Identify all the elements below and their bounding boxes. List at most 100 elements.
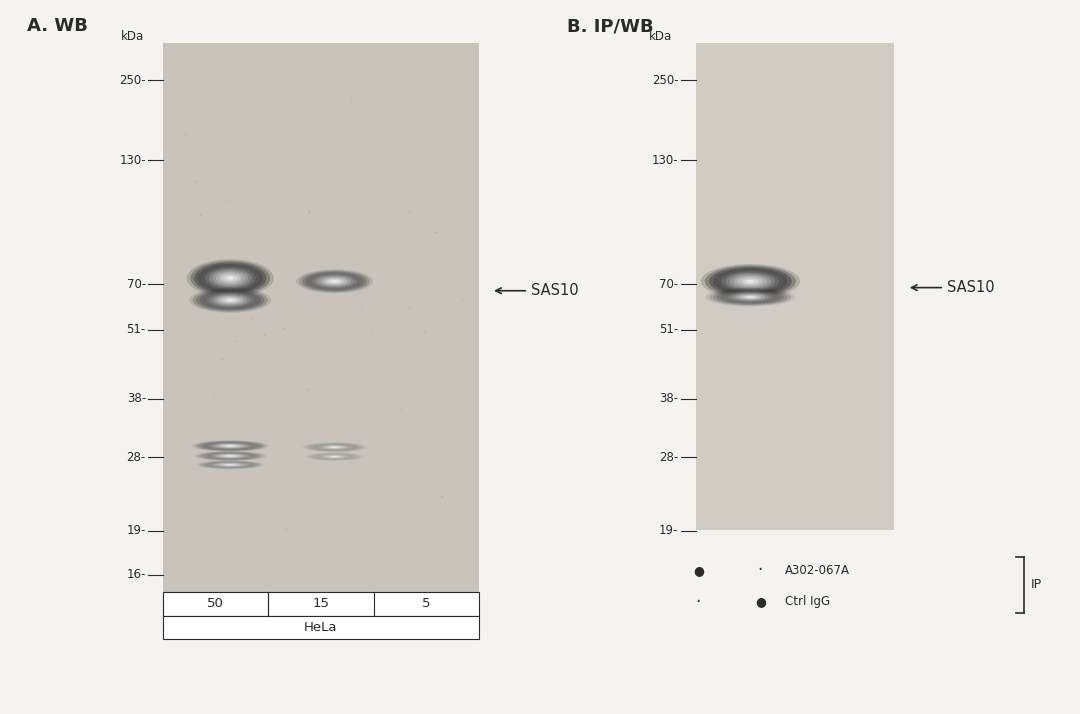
Text: 15: 15 [312,597,329,610]
Ellipse shape [312,453,357,460]
Text: 51-: 51- [126,323,146,336]
Ellipse shape [216,463,244,467]
Text: 19-: 19- [659,524,678,537]
Text: HeLa: HeLa [305,621,338,634]
Ellipse shape [738,277,762,286]
Ellipse shape [326,446,342,448]
Text: 38-: 38- [126,392,146,406]
Text: ●: ● [755,595,766,608]
Ellipse shape [220,297,241,303]
Text: 250-: 250- [119,74,146,87]
Ellipse shape [199,461,261,469]
Ellipse shape [219,463,242,466]
Ellipse shape [203,452,257,460]
Ellipse shape [211,462,251,468]
Ellipse shape [305,452,364,461]
Ellipse shape [726,273,775,290]
Ellipse shape [217,444,243,448]
Text: 19-: 19- [126,524,146,537]
Ellipse shape [302,442,367,452]
Ellipse shape [221,463,239,466]
Ellipse shape [194,451,267,461]
Ellipse shape [200,452,260,461]
Text: ·: · [758,561,762,579]
Ellipse shape [194,263,267,294]
Text: 28-: 28- [126,451,146,464]
Ellipse shape [192,288,268,312]
Ellipse shape [202,461,259,468]
Ellipse shape [310,453,360,461]
Ellipse shape [721,271,780,291]
Ellipse shape [332,281,338,282]
Ellipse shape [315,444,353,450]
Text: 50: 50 [207,597,225,610]
Ellipse shape [222,275,238,281]
Ellipse shape [197,290,265,311]
Text: kDa: kDa [121,30,145,43]
Ellipse shape [211,443,249,449]
Ellipse shape [195,461,265,469]
Ellipse shape [227,299,233,301]
Text: IP: IP [1031,578,1042,591]
Ellipse shape [717,290,784,304]
Ellipse shape [717,270,783,293]
Text: 70-: 70- [659,278,678,291]
Ellipse shape [207,443,253,449]
Ellipse shape [746,280,755,283]
Ellipse shape [313,444,356,451]
Ellipse shape [216,272,245,284]
Ellipse shape [329,456,339,458]
Ellipse shape [221,455,240,457]
Ellipse shape [215,454,245,458]
Ellipse shape [187,259,273,297]
Ellipse shape [206,293,254,308]
Ellipse shape [733,276,767,287]
Text: 5: 5 [422,597,430,610]
Ellipse shape [308,443,362,451]
Ellipse shape [319,276,351,286]
Ellipse shape [725,291,777,303]
Ellipse shape [325,278,345,284]
Text: 28-: 28- [659,451,678,464]
Ellipse shape [220,445,240,448]
Ellipse shape [201,442,259,450]
Ellipse shape [713,268,787,294]
Ellipse shape [200,291,261,310]
Ellipse shape [320,454,350,459]
Ellipse shape [328,279,341,283]
Ellipse shape [224,298,238,302]
Text: 51-: 51- [659,323,678,336]
Ellipse shape [198,264,262,292]
Ellipse shape [213,453,248,458]
Ellipse shape [302,271,367,291]
Ellipse shape [327,456,342,458]
Ellipse shape [218,454,242,458]
Ellipse shape [299,271,369,292]
Ellipse shape [728,292,773,302]
Ellipse shape [204,461,256,468]
Ellipse shape [713,289,787,305]
Ellipse shape [329,446,340,448]
Ellipse shape [198,441,262,451]
Bar [163,615,478,640]
Ellipse shape [319,445,351,450]
Ellipse shape [310,443,359,451]
Ellipse shape [212,271,248,286]
Ellipse shape [224,445,237,447]
Ellipse shape [735,294,766,300]
Ellipse shape [318,454,352,459]
Ellipse shape [201,266,259,291]
Ellipse shape [206,453,254,459]
Ellipse shape [708,267,792,296]
Ellipse shape [743,296,758,298]
Text: 38-: 38- [659,392,678,406]
Text: SAS10: SAS10 [531,283,579,298]
Ellipse shape [742,278,758,284]
Ellipse shape [210,294,251,306]
Ellipse shape [195,441,266,451]
Bar [696,43,894,530]
Ellipse shape [228,464,233,465]
Ellipse shape [205,267,256,289]
Ellipse shape [307,453,362,461]
Bar [163,592,478,615]
